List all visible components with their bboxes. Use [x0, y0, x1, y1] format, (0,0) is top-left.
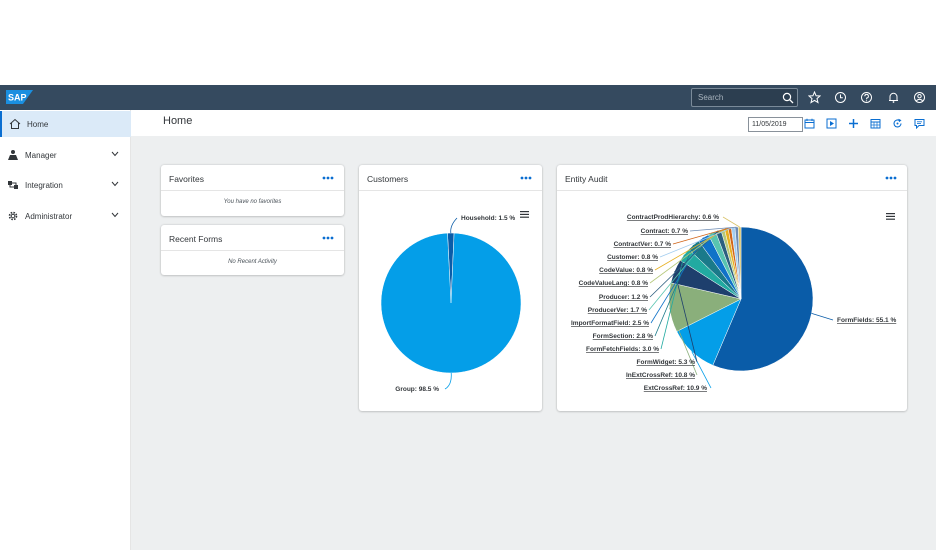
gear-icon — [8, 211, 18, 221]
bell-icon[interactable] — [887, 91, 900, 104]
sidebar-item-manager[interactable]: Manager — [0, 142, 131, 168]
pie-slice[interactable] — [380, 232, 522, 374]
refresh-icon[interactable] — [892, 118, 903, 129]
slice-label: ExtCrossRef: 10.9 % — [644, 385, 707, 392]
slice-label: InExtCrossRef: 10.8 % — [626, 372, 695, 379]
favorites-card: Favorites You have no favorites — [161, 165, 344, 216]
connector-line — [659, 227, 734, 258]
sidebar-item-integration[interactable]: Integration — [0, 172, 131, 198]
integration-icon — [8, 181, 18, 189]
more-options-icon[interactable] — [322, 235, 334, 241]
connector-line — [811, 313, 834, 321]
card-header: Favorites — [161, 165, 344, 191]
entity-audit-pie-chart: FormFields: 55.1 % ExtCrossRef: 10.9 % InE… — [571, 213, 896, 392]
connector-line — [450, 217, 458, 234]
sidebar-item-administrator[interactable]: Administrator — [0, 203, 131, 229]
chevron-down-icon[interactable] — [111, 181, 119, 187]
card-title: Entity Audit — [565, 174, 608, 184]
card-title: Customers — [367, 174, 409, 184]
empty-message: You have no favorites — [223, 199, 282, 205]
sap-logo[interactable]: SAP — [6, 90, 33, 104]
help-icon[interactable] — [860, 91, 873, 104]
card-header: Entity Audit — [557, 165, 907, 191]
chart-menu-icon[interactable] — [520, 211, 529, 218]
user-icon[interactable] — [913, 91, 926, 104]
customers-card: Customers Household: 1.5 % Group: 98.5 % — [359, 165, 542, 411]
slice-label: Household: 1.5 % — [461, 215, 515, 222]
chart-menu-icon[interactable] — [886, 213, 895, 220]
slice-label: FormFields: 55.1 % — [837, 317, 896, 324]
more-options-icon[interactable] — [885, 175, 897, 181]
entity-audit-card: Entity Audit FormFields: 55.1 % ExtCrossR… — [557, 165, 907, 411]
sidebar-item-label: Manager — [25, 151, 57, 160]
empty-message: No Recent Activity — [228, 259, 277, 265]
slice-label: Contract: 0.7 % — [641, 228, 689, 235]
card-title: Recent Forms — [169, 234, 223, 244]
date-input[interactable]: 11/05/2019 — [748, 117, 803, 132]
connector-line — [722, 216, 740, 228]
add-icon[interactable] — [848, 118, 859, 129]
manager-icon — [8, 150, 18, 160]
slice-label: CodeValueLang: 0.8 % — [579, 280, 649, 287]
slice-label: Group: 98.5 % — [395, 386, 439, 393]
slice-label: FormWidget: 5.3 % — [637, 359, 696, 366]
pie-slice[interactable] — [712, 226, 814, 372]
home-icon — [9, 118, 21, 129]
slice-label: ProducerVer: 1.7 % — [588, 307, 647, 314]
connector-line — [689, 226, 737, 232]
card-header: Customers — [359, 165, 542, 191]
slice-label: FormSection: 2.8 % — [593, 333, 654, 340]
slice-label: ContractProdHierarchy: 0.6 % — [627, 214, 719, 221]
sidebar-item-home[interactable]: Home — [0, 111, 131, 137]
more-options-icon[interactable] — [520, 175, 532, 181]
recent-forms-card: Recent Forms No Recent Activity — [161, 225, 344, 275]
connector-line — [691, 351, 712, 389]
side-navigation: Home Manager Integration — [0, 110, 131, 550]
slice-label: FormFetchFields: 3.0 % — [586, 346, 659, 353]
card-title: Favorites — [169, 174, 204, 184]
play-icon[interactable] — [826, 118, 837, 129]
chevron-down-icon[interactable] — [111, 212, 119, 218]
customers-pie-chart: Household: 1.5 % Group: 98.5 % — [380, 211, 529, 393]
more-options-icon[interactable] — [322, 175, 334, 181]
connector-line — [660, 254, 685, 350]
sidebar-item-label: Administrator — [25, 212, 73, 221]
pie-slice[interactable] — [737, 226, 742, 300]
slice-label: ImportFormatField: 2.5 % — [571, 320, 649, 327]
search-icon[interactable] — [782, 92, 794, 104]
slice-label: CodeValue: 0.8 % — [599, 267, 653, 274]
connector-line — [444, 372, 452, 390]
search-field[interactable] — [691, 88, 798, 107]
comment-icon[interactable] — [914, 118, 925, 129]
connector-line — [672, 227, 730, 245]
sidebar-item-label: Integration — [25, 181, 63, 190]
svg-text:SAP: SAP — [8, 93, 27, 103]
connector-line — [650, 237, 704, 324]
history-icon[interactable] — [834, 91, 847, 104]
calendar-icon[interactable] — [804, 118, 815, 129]
shell-bar: SAP — [0, 85, 936, 110]
connector-line — [669, 307, 698, 376]
app-shell: SAP — [0, 85, 936, 550]
card-header: Recent Forms — [161, 225, 344, 251]
grid-calendar-icon[interactable] — [870, 118, 881, 129]
slice-label: ContractVer: 0.7 % — [614, 241, 672, 248]
page-header: Home 11/05/2019 — [131, 110, 936, 136]
slice-label: Customer: 0.8 % — [607, 254, 658, 261]
slice-label: Producer: 1.2 % — [599, 294, 648, 301]
star-icon[interactable] — [808, 91, 821, 104]
page-title: Home — [163, 115, 193, 127]
search-input[interactable] — [692, 89, 780, 106]
sidebar-item-label: Home — [27, 120, 49, 129]
chevron-down-icon[interactable] — [111, 151, 119, 157]
